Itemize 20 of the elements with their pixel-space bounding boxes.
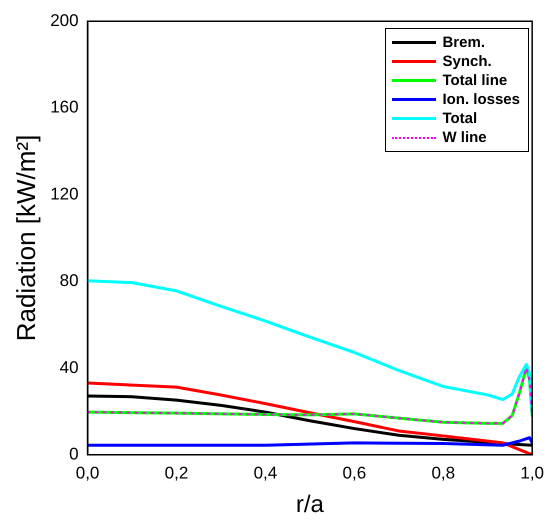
x-tick-label: 0,0 [76, 464, 100, 483]
y-tick-label: 200 [50, 10, 79, 30]
x-tick-label: 0,8 [431, 464, 456, 483]
x-tick-label: 1,0 [520, 464, 544, 483]
x-tick-label: 0,4 [254, 464, 278, 483]
y-tick-label: 80 [60, 271, 79, 290]
y-tick-label: 160 [50, 98, 79, 117]
legend-label: Total line [442, 72, 508, 89]
x-tick-label: 0,2 [164, 464, 188, 483]
legend-label: Synch. [442, 53, 492, 70]
legend-label: Ion. losses [442, 91, 520, 108]
y-tick-label: 120 [50, 184, 79, 204]
y-axis-title: Radiation [kW/m²] [10, 134, 41, 342]
legend-label: Total [442, 110, 478, 127]
x-tick-label: 0,6 [342, 464, 366, 483]
x-axis-title: r/a [296, 491, 325, 518]
y-tick-label: 40 [60, 358, 79, 377]
legend-label: Brem. [442, 34, 485, 51]
y-tick-label: 0 [69, 444, 79, 464]
legend-label: W line [442, 129, 487, 146]
